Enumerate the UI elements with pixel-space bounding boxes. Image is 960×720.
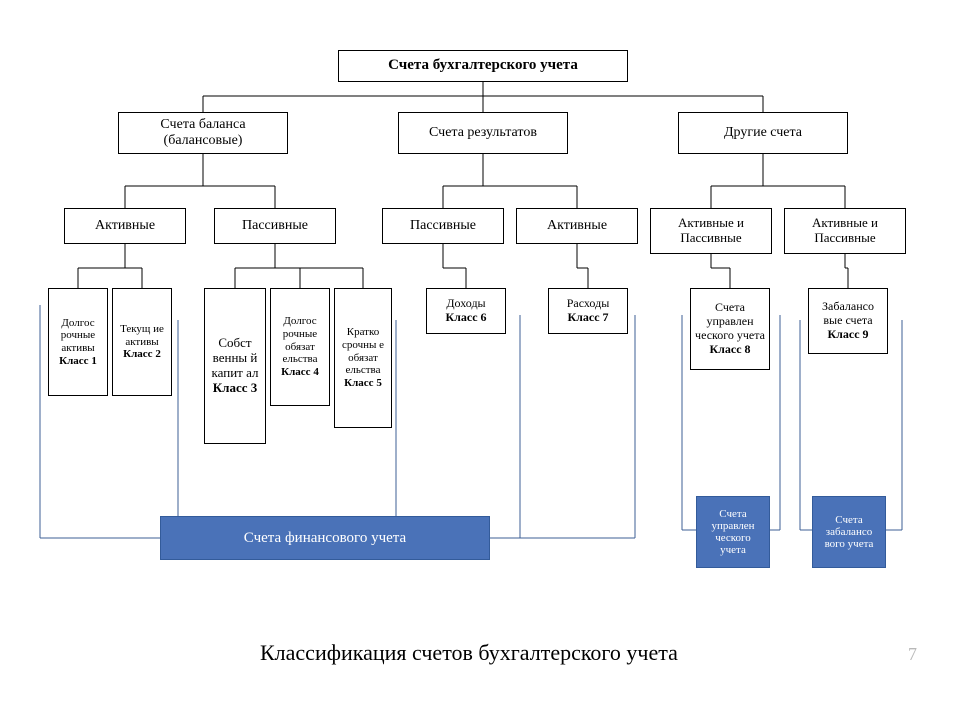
label-text: Текущ ие активы bbox=[116, 323, 168, 348]
label-class: Класс 1 bbox=[59, 355, 97, 368]
node-other-accounts: Другие счета bbox=[678, 112, 848, 154]
label-text: Счета управлен ческого учета bbox=[694, 301, 766, 342]
label-text: Расходы bbox=[567, 297, 610, 311]
label-text: Доходы bbox=[446, 297, 485, 311]
node-class-3: Собст венны й капит ал Класс 3 bbox=[204, 288, 266, 444]
label: Активные и Пассивные bbox=[788, 216, 902, 246]
label: Пассивные bbox=[410, 218, 476, 234]
node-other-ap-1: Активные и Пассивные bbox=[650, 208, 772, 254]
page-number: 7 bbox=[908, 644, 917, 665]
label-class: Класс 8 bbox=[709, 343, 750, 357]
node-class-6: Доходы Класс 6 bbox=[426, 288, 506, 334]
node-balance-accounts: Счета баланса (балансовые) bbox=[118, 112, 288, 154]
label: Счета финансового учета bbox=[244, 530, 406, 547]
node-root: Счета бухгалтерского учета bbox=[338, 50, 628, 82]
label-text: Собст венны й капит ал bbox=[208, 336, 262, 381]
label: Активные bbox=[95, 218, 155, 234]
node-class-4: Долгос рочные обязат ельства Класс 4 bbox=[270, 288, 330, 406]
node-class-1: Долгос рочные активы Класс 1 bbox=[48, 288, 108, 396]
label-text: Забалансо вые счета bbox=[812, 300, 884, 328]
node-class-9: Забалансо вые счета Класс 9 bbox=[808, 288, 888, 354]
node-balance-active: Активные bbox=[64, 208, 186, 244]
label-class: Класс 7 bbox=[567, 311, 608, 325]
node-other-ap-2: Активные и Пассивные bbox=[784, 208, 906, 254]
label-class: Класс 4 bbox=[281, 366, 319, 379]
label: Счета забалансо вого учета bbox=[817, 514, 881, 550]
node-off-balance-accounting: Счета забалансо вого учета bbox=[812, 496, 886, 568]
label-text: Долгос рочные обязат ельства bbox=[274, 315, 326, 366]
label-class: Класс 3 bbox=[213, 381, 258, 396]
label: Активные и Пассивные bbox=[654, 216, 768, 246]
label: Активные bbox=[547, 218, 607, 234]
node-class-8: Счета управлен ческого учета Класс 8 bbox=[690, 288, 770, 370]
node-result-active: Активные bbox=[516, 208, 638, 244]
node-result-accounts: Счета результатов bbox=[398, 112, 568, 154]
node-management-accounting: Счета управлен ческого учета bbox=[696, 496, 770, 568]
node-result-passive: Пассивные bbox=[382, 208, 504, 244]
node-class-2: Текущ ие активы Класс 2 bbox=[112, 288, 172, 396]
node-other-label: Другие счета bbox=[724, 125, 802, 141]
node-class-5: Кратко срочны е обязат ельства Класс 5 bbox=[334, 288, 392, 428]
node-balance-passive: Пассивные bbox=[214, 208, 336, 244]
label-text: Кратко срочны е обязат ельства bbox=[338, 326, 388, 377]
diagram-caption: Классификация счетов бухгалтерского учет… bbox=[260, 640, 678, 666]
label-text: Долгос рочные активы bbox=[52, 317, 104, 355]
label-class: Класс 6 bbox=[445, 311, 486, 325]
node-financial-accounting: Счета финансового учета bbox=[160, 516, 490, 560]
label: Пассивные bbox=[242, 218, 308, 234]
node-class-7: Расходы Класс 7 bbox=[548, 288, 628, 334]
node-balance-label: Счета баланса (балансовые) bbox=[122, 117, 284, 149]
label-class: Класс 2 bbox=[123, 348, 161, 361]
label: Счета управлен ческого учета bbox=[701, 508, 765, 556]
node-result-label: Счета результатов bbox=[429, 125, 537, 141]
label-class: Класс 9 bbox=[827, 328, 868, 342]
label-class: Класс 5 bbox=[344, 377, 382, 390]
node-root-label: Счета бухгалтерского учета bbox=[388, 57, 578, 74]
